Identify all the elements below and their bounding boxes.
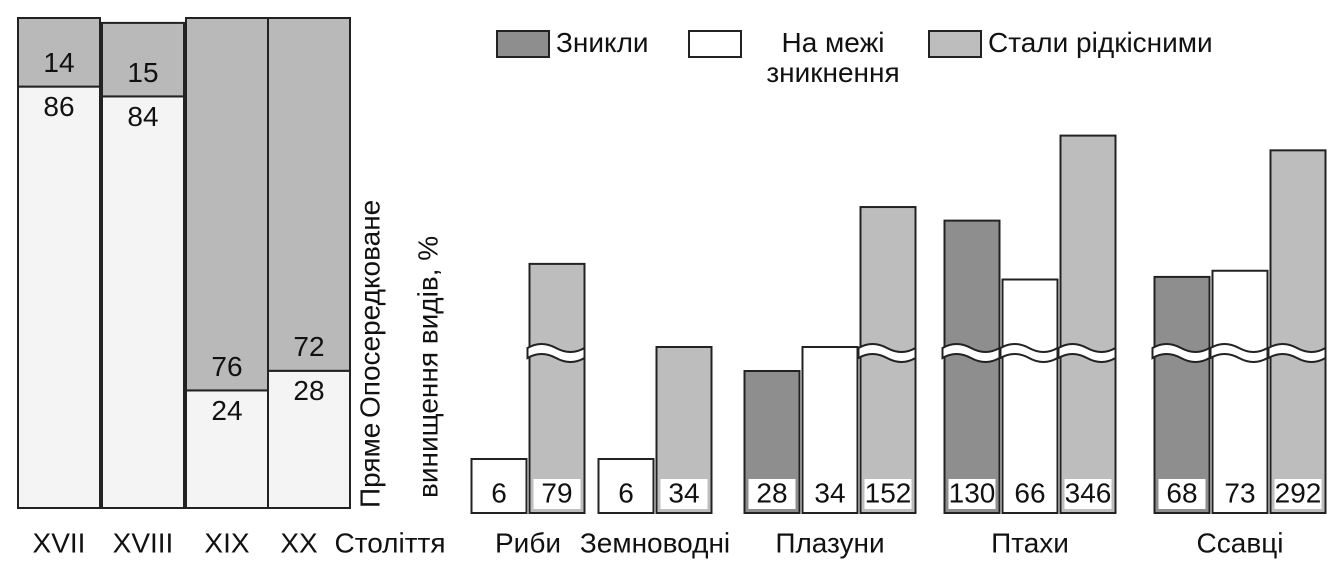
value-label: 66: [1014, 477, 1045, 508]
bar-segment: [185, 17, 269, 392]
x-tick-label: Риби: [495, 527, 561, 558]
value-box: [1274, 479, 1322, 509]
value-box: [1158, 479, 1206, 509]
bar-segment: [267, 17, 351, 372]
value-label: 28: [756, 477, 787, 508]
bar: [1001, 278, 1059, 514]
bar: [943, 219, 1001, 514]
x-axis-label: Століття: [334, 527, 445, 558]
x-tick-label: Ссавці: [1197, 527, 1284, 558]
x-tick-label: XVII: [33, 527, 86, 558]
x-tick-label: XX: [280, 527, 318, 558]
value-box: [1064, 479, 1112, 509]
bar: [1059, 134, 1117, 514]
value-label: 14: [43, 47, 74, 78]
value-label: 76: [211, 351, 242, 382]
value-label: 84: [127, 101, 158, 132]
bar-segment: [267, 369, 351, 509]
value-label: 34: [668, 477, 699, 508]
y-axis-label: винищення видів, %: [412, 236, 443, 498]
bar-segment: [101, 21, 185, 98]
x-tick-label: XVIII: [113, 527, 174, 558]
value-label: 72: [293, 331, 324, 362]
value-label: 152: [865, 477, 912, 508]
value-box: [602, 479, 650, 509]
bar: [1153, 275, 1211, 514]
legend-swatch: [496, 30, 550, 58]
value-box: [533, 479, 581, 509]
value-box: [806, 479, 854, 509]
value-label: 15: [127, 57, 158, 88]
series-label: Опосередковане: [354, 200, 385, 418]
value-box: [660, 479, 708, 509]
value-label: 79: [541, 477, 572, 508]
axis-break: [526, 343, 586, 363]
bar: [528, 262, 586, 514]
value-box: [1216, 479, 1264, 509]
value-label: 24: [211, 395, 242, 426]
x-tick-label: Птахи: [991, 527, 1069, 558]
bar: [1269, 149, 1327, 515]
legend-label: Стали рідкісними: [988, 27, 1213, 58]
value-label: 73: [1224, 477, 1255, 508]
bar-segment: [101, 95, 185, 510]
value-label: 6: [618, 477, 634, 508]
value-box: [748, 479, 796, 509]
series-label: Пряме: [354, 423, 385, 508]
x-tick-label: Плазуни: [775, 527, 884, 558]
value-label: 68: [1166, 477, 1197, 508]
bar-segment: [17, 17, 101, 88]
x-tick-label: XIX: [204, 527, 249, 558]
value-label: 28: [293, 375, 324, 406]
axis-break: [1057, 343, 1117, 363]
legend-label: Зникли: [556, 27, 649, 58]
legend-swatch: [928, 30, 982, 58]
axis-break: [857, 343, 917, 363]
axis-break: [1267, 343, 1327, 363]
value-box: [864, 479, 912, 509]
value-label: 34: [814, 477, 845, 508]
bar: [1211, 269, 1269, 515]
value-box: [475, 479, 523, 509]
value-label: 292: [1275, 477, 1322, 508]
value-label: 86: [43, 91, 74, 122]
value-box: [948, 479, 996, 509]
legend-label: На межі зникнення: [766, 27, 900, 88]
value-label: 346: [1065, 477, 1112, 508]
x-tick-label: Земноводні: [580, 527, 730, 558]
value-label: 6: [491, 477, 507, 508]
legend-swatch: [688, 30, 742, 58]
value-box: [1006, 479, 1054, 509]
value-label: 130: [949, 477, 996, 508]
bar-segment: [17, 85, 101, 509]
